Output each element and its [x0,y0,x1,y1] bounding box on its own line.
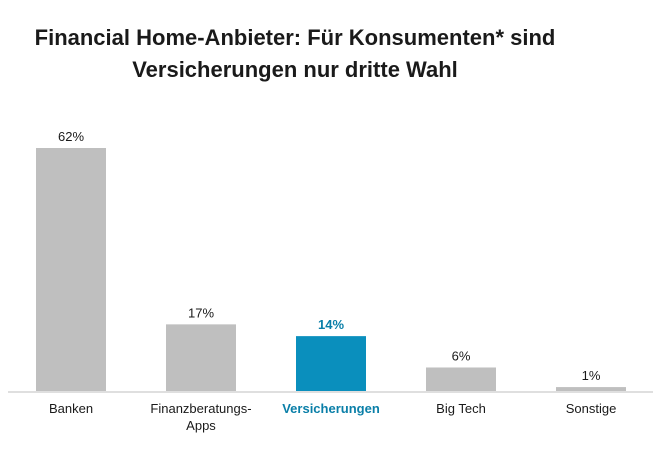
chart-title-line-2: Versicherungen nur dritte Wahl [132,57,458,82]
bar-4 [556,387,626,391]
bar-0 [36,148,106,391]
category-label-1-line-0: Finanzberatungs- [150,401,251,416]
category-label-4: Sonstige [566,401,617,416]
bar-3 [426,367,496,391]
value-label-2: 14% [318,317,344,332]
value-label-1: 17% [188,305,214,320]
chart-title-line-1: Financial Home-Anbieter: Für Konsumenten… [35,25,556,50]
category-label-3: Big Tech [436,401,486,416]
bar-1 [166,324,236,391]
bar-2 [296,336,366,391]
category-label-1-line-1: Apps [186,418,216,433]
category-label-2: Versicherungen [282,401,380,416]
category-label-0: Banken [49,401,93,416]
value-label-0: 62% [58,129,84,144]
value-label-4: 1% [582,368,601,383]
value-label-3: 6% [452,348,471,363]
